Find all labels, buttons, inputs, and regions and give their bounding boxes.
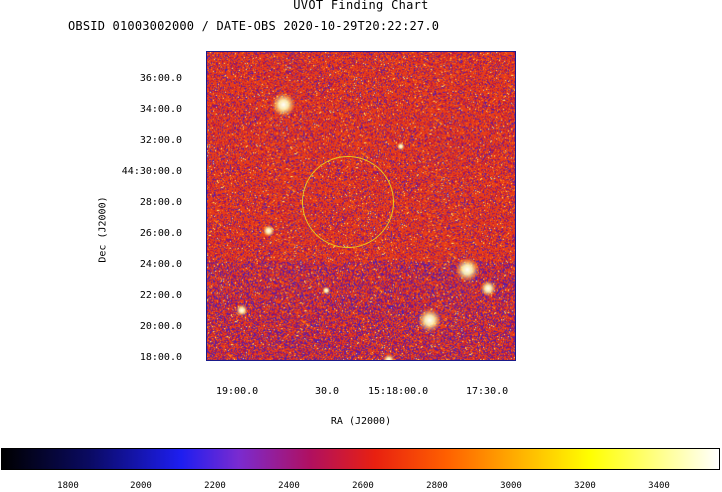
colorbar-label: 3400: [648, 481, 670, 491]
dec-tick: 22:00.0: [139, 290, 182, 301]
colorbar-label: 1800: [57, 481, 79, 491]
dec-tick: 36:00.0: [139, 73, 182, 84]
colorbar-label: 2400: [278, 481, 300, 491]
colorbar-label: 2600: [352, 481, 374, 491]
colorbar-label: 2000: [130, 481, 152, 491]
ra-tick: 17:30.0: [466, 386, 509, 397]
ra-tick: 19:00.0: [216, 386, 259, 397]
dec-tick: 26:00.0: [139, 228, 182, 239]
dec-tick: 34:00.0: [139, 104, 182, 115]
chart-title: UVOT Finding Chart: [293, 0, 429, 12]
dec-tick: 32:00.0: [139, 135, 182, 146]
dec-tick: 20:00.0: [139, 321, 182, 332]
colorbar-label: 2200: [204, 481, 226, 491]
ra-tick: 30.0: [315, 386, 340, 397]
colorbar: [1, 448, 720, 470]
sky-image: [206, 51, 516, 361]
chart-subtitle: OBSID 01003002000 / DATE-OBS 2020-10-29T…: [68, 19, 440, 33]
dec-tick: 18:00.0: [139, 352, 182, 363]
dec-tick: 44:30:00.0: [121, 166, 182, 177]
ra-tick: 15:18:00.0: [368, 386, 429, 397]
sky-canvas: [207, 52, 515, 360]
colorbar-label: 2800: [426, 481, 448, 491]
x-axis-label: RA (J2000): [330, 416, 392, 427]
dec-tick: 28:00.0: [139, 197, 182, 208]
colorbar-label: 3200: [574, 481, 596, 491]
colorbar-label: 3000: [500, 481, 522, 491]
dec-tick: 24:00.0: [139, 259, 182, 270]
y-axis-label: Dec (J2000): [97, 196, 109, 263]
